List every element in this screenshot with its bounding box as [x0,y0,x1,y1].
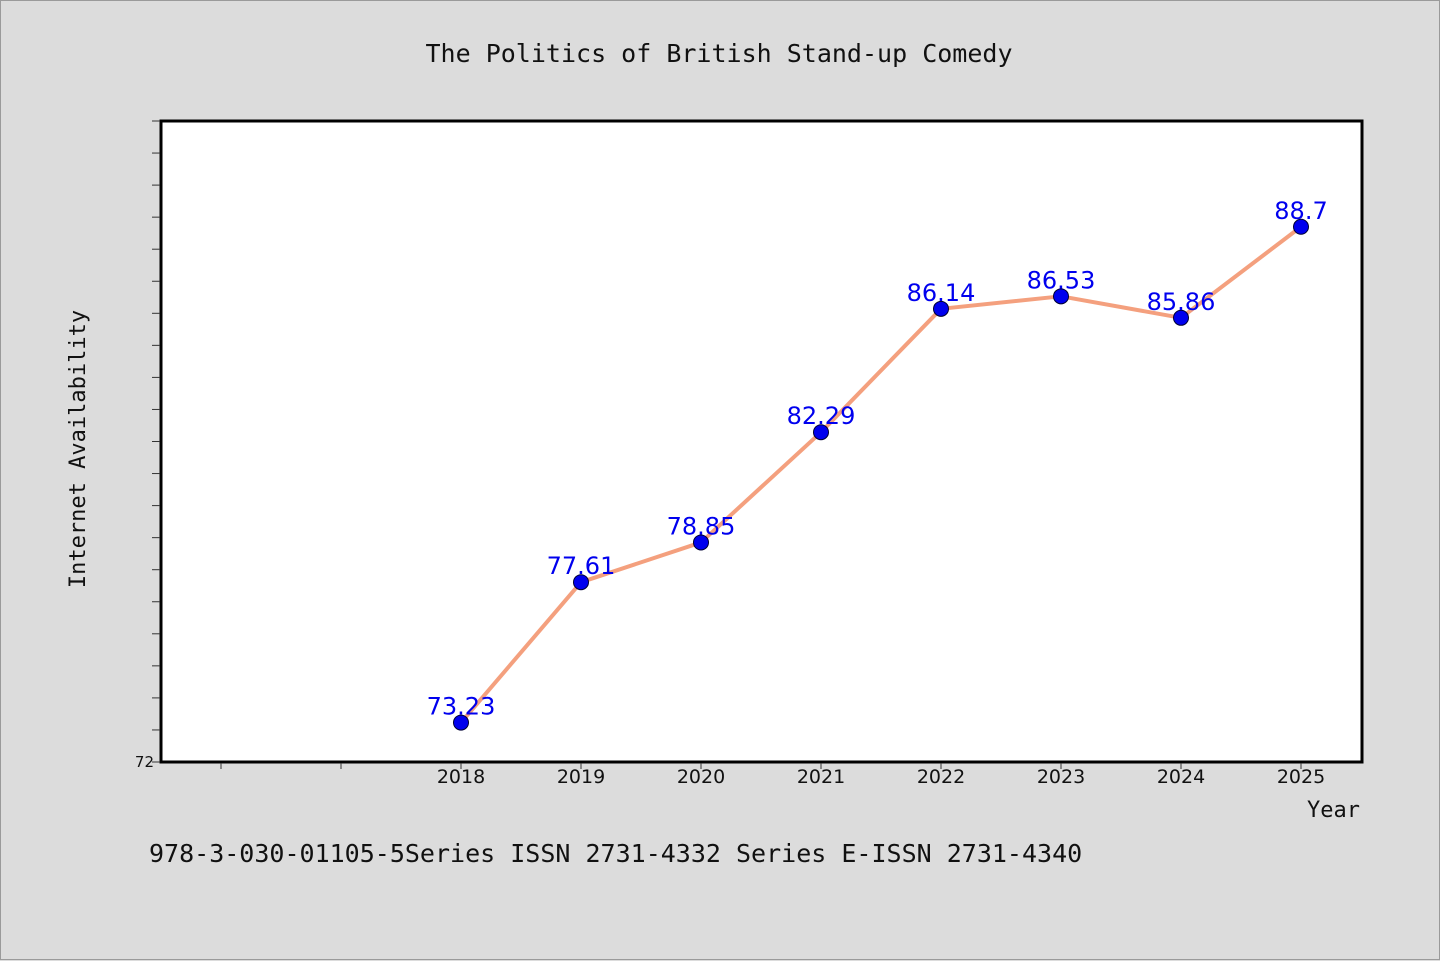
x-tick-label: 2021 [797,766,845,788]
y-tick-label: 72 [135,753,154,771]
x-tick-label: 2023 [1037,766,1085,788]
data-label: 82.29 [787,402,856,430]
data-point [813,424,829,441]
x-tick-label: 2019 [557,766,605,788]
x-tick-label: 2022 [917,766,965,788]
series-line [459,224,1303,725]
data-label-layer: 73.23 77.61 78.85 82.29 86.14 86.53 85.86 88.7 [427,197,1328,721]
x-tick-label: 2018 [437,766,485,788]
data-point [453,714,469,731]
x-tick-label: 2024 [1157,766,1205,788]
data-label: 73.23 [427,693,496,721]
data-point [693,534,709,551]
marker-layer [453,218,1309,731]
data-point [1173,309,1189,326]
data-label: 78.85 [667,512,736,540]
plot-area [159,119,1364,764]
data-label: 77.61 [547,552,616,580]
footer-text: 978-3-030-01105-5Series ISSN 2731-4332 S… [149,839,1082,868]
data-label: 86.14 [907,279,976,307]
data-point [1293,218,1309,235]
data-point [1053,288,1069,305]
data-point [573,574,589,591]
x-tick-label: 2020 [677,766,725,788]
data-label: 88.7 [1274,197,1327,225]
x-axis-ticks: 2018 2019 2020 2021 2022 2023 2024 2025 [220,763,1325,788]
y-axis-ticks: 72 [135,120,160,771]
data-label: 86.53 [1027,266,1096,294]
y-axis-title: Internet Availability [66,310,91,588]
chart-title: The Politics of British Stand-up Comedy [426,39,1013,68]
data-label: 85.86 [1147,288,1216,316]
x-axis-title: Year [1307,798,1360,823]
series-layer [459,224,1303,725]
x-tick-label: 2025 [1277,766,1325,788]
data-point [933,300,949,317]
